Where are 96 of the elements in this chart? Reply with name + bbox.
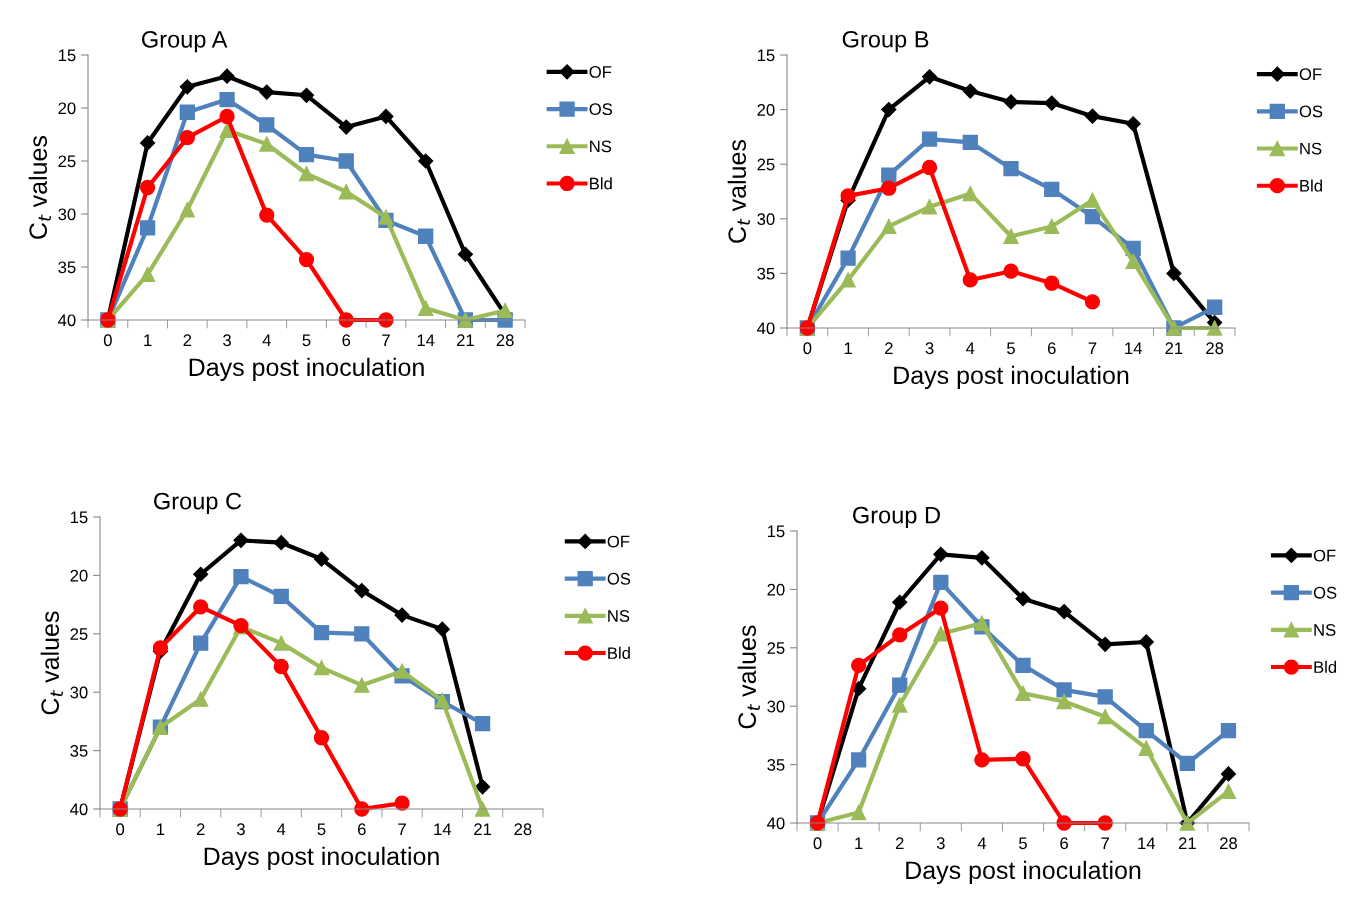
legend-label: OS xyxy=(607,572,631,585)
x-tick-label: 3 xyxy=(236,823,245,836)
y-tick-label: 40 xyxy=(767,817,785,830)
y-tick-label: 30 xyxy=(767,700,785,713)
x-tick-label: 7 xyxy=(1101,837,1109,849)
x-tick-label: 4 xyxy=(262,334,271,346)
y-tick-label: 25 xyxy=(58,155,76,168)
chart-title: Group D xyxy=(853,506,940,529)
legend-label: Bld xyxy=(1300,179,1322,192)
x-tick-label: 2 xyxy=(183,334,192,346)
y-tick-label: 30 xyxy=(70,686,88,699)
y-tick-label: 35 xyxy=(767,759,785,771)
legend-label: OS xyxy=(589,103,613,116)
x-tick-label: 2 xyxy=(895,837,904,849)
x-tick-label: 6 xyxy=(342,334,351,347)
x-tick-label: 1 xyxy=(144,334,152,346)
x-tick-label: 28 xyxy=(514,823,532,836)
y-tick-label: 40 xyxy=(58,314,76,327)
y-tick-label: 30 xyxy=(58,208,76,221)
x-tick-label: 14 xyxy=(434,823,452,835)
y-tick-label: 15 xyxy=(767,525,785,538)
x-tick-label: 4 xyxy=(966,342,975,354)
x-tick-label: 21 xyxy=(1178,837,1196,849)
x-tick-label: 0 xyxy=(103,334,112,347)
x-axis-title: Days post inoculation xyxy=(906,860,1141,885)
x-axis-title: Days post inoculation xyxy=(189,357,424,382)
y-axis-title: C$_{t}$ values xyxy=(40,611,63,715)
legend-label: Bld xyxy=(590,177,612,190)
legend-label: OS xyxy=(1299,105,1323,118)
x-tick-label: 4 xyxy=(977,837,987,849)
legend-label: NS xyxy=(1300,142,1322,155)
legend-label: NS xyxy=(608,610,630,622)
y-tick-label: 25 xyxy=(757,158,775,171)
y-tick-label: 35 xyxy=(70,745,88,757)
y-tick-label: 35 xyxy=(757,267,775,280)
y-tick-label: 25 xyxy=(767,642,785,654)
legend-label: OF xyxy=(589,66,612,78)
y-tick-label: 40 xyxy=(70,803,88,816)
x-tick-label: 5 xyxy=(1007,342,1015,355)
x-tick-label: 3 xyxy=(936,837,945,850)
y-tick-label: 20 xyxy=(70,569,88,582)
y-tick-label: 20 xyxy=(757,104,775,116)
legend-label: Bld xyxy=(1314,660,1337,674)
x-tick-label: 14 xyxy=(1138,837,1156,849)
x-tick-label: 0 xyxy=(116,823,125,836)
legend-label: Bld xyxy=(608,646,630,660)
y-axis-title: C$_{t}$ values xyxy=(28,135,51,239)
y-axis-title: C$_{t}$ values xyxy=(737,625,760,729)
x-axis-title: Days post inoculation xyxy=(894,365,1129,390)
y-tick-label: 25 xyxy=(70,628,88,640)
x-tick-label: 0 xyxy=(803,342,812,355)
x-tick-label: 21 xyxy=(456,334,474,346)
legend-label: OS xyxy=(1313,586,1337,599)
x-tick-label: 2 xyxy=(885,342,893,354)
x-tick-label: 28 xyxy=(1220,837,1237,850)
chart-title: Group A xyxy=(142,30,228,53)
y-tick-label: 15 xyxy=(757,49,775,62)
x-tick-label: 3 xyxy=(223,334,231,347)
y-tick-label: 15 xyxy=(70,511,88,524)
x-tick-label: 2 xyxy=(196,823,205,835)
x-tick-label: 7 xyxy=(1088,342,1097,354)
x-tick-label: 6 xyxy=(1060,837,1068,850)
y-tick-label: 35 xyxy=(58,261,76,274)
legend-label: NS xyxy=(1314,624,1336,636)
x-tick-label: 5 xyxy=(1019,837,1027,850)
x-tick-label: 0 xyxy=(813,837,822,850)
chart-title: Group B xyxy=(842,30,929,53)
x-tick-label: 28 xyxy=(1206,342,1224,355)
x-tick-label: 4 xyxy=(276,823,286,835)
x-tick-label: 6 xyxy=(1047,342,1056,355)
y-tick-label: 20 xyxy=(58,102,76,115)
x-tick-label: 14 xyxy=(1125,342,1142,354)
y-tick-label: 40 xyxy=(757,322,775,335)
y-tick-label: 30 xyxy=(757,213,775,225)
x-tick-label: 7 xyxy=(382,334,390,346)
x-tick-label: 1 xyxy=(157,823,165,835)
legend-label: OF xyxy=(1313,549,1336,562)
x-tick-label: 7 xyxy=(398,823,406,835)
y-tick-label: 15 xyxy=(58,49,76,62)
legend-label: OF xyxy=(607,535,630,548)
legend-label: OF xyxy=(1299,68,1322,81)
x-tick-label: 21 xyxy=(1165,342,1183,354)
y-axis-title: C$_{t}$ values xyxy=(727,139,750,243)
chart-title: Group C xyxy=(154,492,242,515)
x-tick-label: 1 xyxy=(855,837,863,849)
x-tick-label: 6 xyxy=(357,823,366,836)
y-tick-label: 20 xyxy=(767,583,785,596)
x-tick-label: 1 xyxy=(844,342,852,354)
x-tick-label: 3 xyxy=(925,342,934,355)
x-axis-title: Days post inoculation xyxy=(204,846,439,871)
x-tick-label: 28 xyxy=(496,334,514,347)
x-tick-label: 14 xyxy=(417,334,435,346)
x-tick-label: 5 xyxy=(302,334,311,347)
legend-label: NS xyxy=(590,140,612,153)
x-tick-label: 5 xyxy=(317,823,326,836)
x-tick-label: 21 xyxy=(474,823,492,835)
